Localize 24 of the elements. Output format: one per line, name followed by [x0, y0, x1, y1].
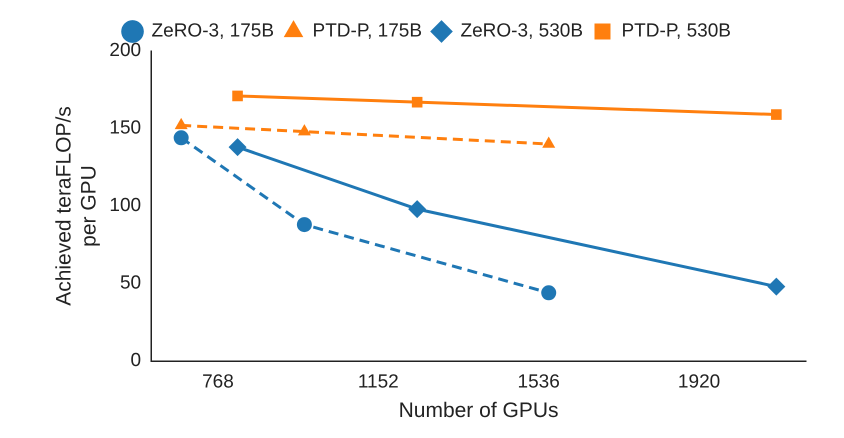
point	[174, 130, 189, 146]
point	[541, 285, 556, 300]
y-tick-label: 200	[109, 40, 142, 62]
point	[767, 278, 786, 296]
x-tick-label: 1152	[358, 372, 399, 393]
legend-label: PTD-P, 175B	[312, 20, 422, 42]
x-tick-label: 768	[202, 372, 234, 393]
point	[771, 109, 782, 120]
point	[296, 217, 312, 232]
y-tick-label: 0	[130, 350, 142, 372]
legend-label: ZeRO-3, 530B	[460, 20, 583, 42]
point	[412, 96, 422, 108]
y-tick-label: 100	[109, 195, 142, 216]
x-tick-label: 1920	[678, 372, 720, 393]
y-axis-title: Achieved teraFLOP/s per GPU	[52, 106, 101, 306]
point	[232, 90, 243, 102]
point	[408, 200, 426, 218]
x-axis-title: Number of GPUs	[398, 399, 558, 422]
legend-label: ZeRO-3, 175B	[152, 20, 274, 42]
x-tick-label: 1536	[518, 372, 560, 393]
y-tick-label: 150	[109, 118, 142, 139]
legend-label: PTD-P, 530B	[622, 20, 731, 42]
y-tick-label: 50	[120, 272, 142, 294]
point	[228, 138, 247, 156]
